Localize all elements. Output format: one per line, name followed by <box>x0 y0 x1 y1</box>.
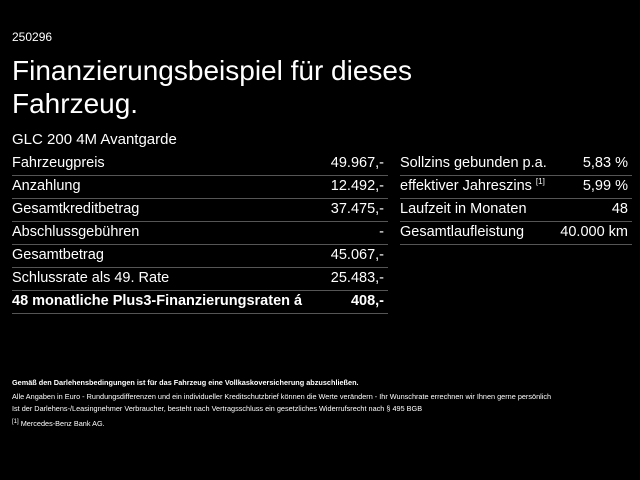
note-line: Ist der Darlehens-/Leasingnehmer Verbrau… <box>12 404 423 413</box>
table-row: Fahrzeugpreis 49.967,- <box>12 152 388 176</box>
table-row: Anzahlung 12.492,- <box>12 175 388 199</box>
row-value: 49.967,- <box>330 155 384 171</box>
note-source: [1] Mercedes-Benz Bank AG. <box>12 419 105 428</box>
row-label: effektiver Jahreszins <box>400 178 532 194</box>
table-row: Laufzeit in Monaten 48 <box>400 198 632 222</box>
table-row: Gesamtlaufleistung 40.000 km <box>400 221 632 245</box>
row-value: 37.475,- <box>330 201 384 217</box>
row-label: Anzahlung <box>12 178 81 194</box>
row-value: 408,- <box>350 293 384 309</box>
note-line: Alle Angaben in Euro - Rundungsdifferenz… <box>12 392 552 401</box>
row-value: 48 <box>611 201 628 217</box>
row-label: Gesamtlaufleistung <box>400 224 525 240</box>
row-value: 12.492,- <box>330 178 384 194</box>
row-label: Laufzeit in Monaten <box>400 201 527 217</box>
title-line: Finanzierungsbeispiel für dieses <box>12 55 412 86</box>
row-value: 45.067,- <box>330 247 384 263</box>
row-value: 40.000 km <box>560 224 628 240</box>
note-text: Mercedes-Benz Bank AG. <box>20 419 105 428</box>
note-bold: Gemäß den Darlehensbedingungen ist für d… <box>12 378 359 387</box>
row-label: Schlussrate als 49. Rate <box>12 270 170 286</box>
row-label: Gesamtbetrag <box>12 247 104 263</box>
table-row: Gesamtbetrag 45.067,- <box>12 244 388 268</box>
table-row: Gesamtkreditbetrag 37.475,- <box>12 198 388 222</box>
row-label: Abschlussgebühren <box>12 224 140 240</box>
table-row: 48 monatliche Plus3-Finanzierungsraten á… <box>12 290 388 314</box>
title-line: Fahrzeug. <box>12 88 139 119</box>
model: GLC 200 4M Avantgarde <box>12 131 177 148</box>
note-ref: [1] <box>12 419 19 425</box>
table-row: Schlussrate als 49. Rate 25.483,- <box>12 267 388 291</box>
row-value: - <box>379 224 384 240</box>
row-label: Fahrzeugpreis <box>12 155 105 171</box>
row-label: 48 monatliche Plus3-Finanzierungsraten á <box>12 293 303 309</box>
table-row: Sollzins gebunden p.a. 5,83 % <box>400 152 632 176</box>
row-value: 25.483,- <box>330 270 384 286</box>
code: 250296 <box>12 30 53 44</box>
row-label: Gesamtkreditbetrag <box>12 201 140 217</box>
row-value: 5,99 % <box>582 178 628 194</box>
table-row: effektiver Jahreszins [1] 5,99 % <box>400 175 632 199</box>
row-value: 5,83 % <box>582 155 628 171</box>
table-row: Abschlussgebühren - <box>12 221 388 245</box>
row-label: Sollzins gebunden p.a. <box>400 155 547 171</box>
footnote-ref: [1] <box>535 177 545 186</box>
